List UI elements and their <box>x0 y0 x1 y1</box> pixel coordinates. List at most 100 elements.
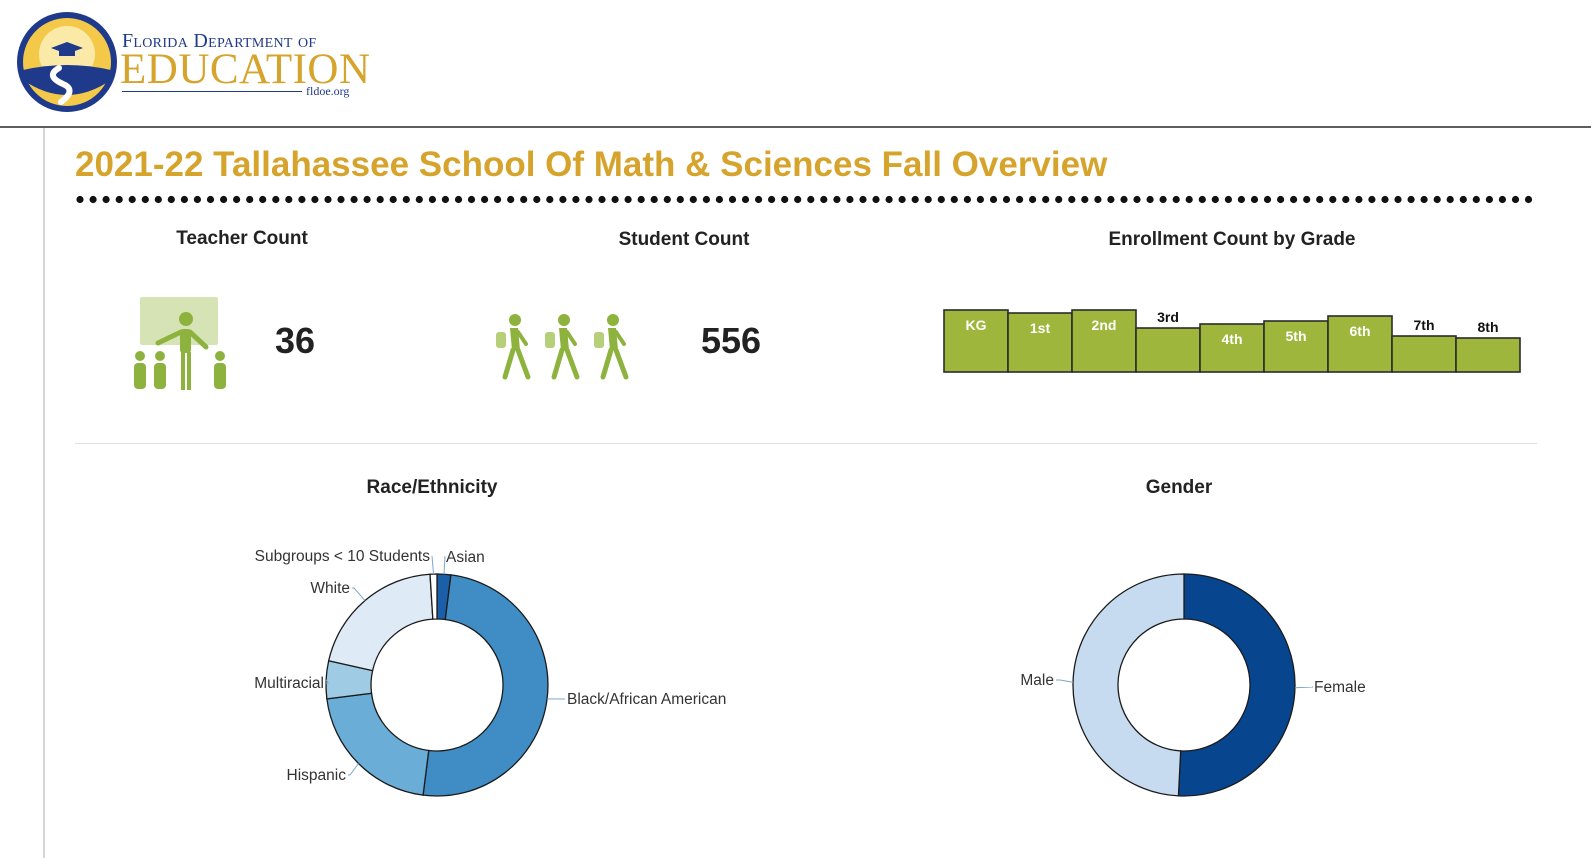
divider-dot <box>102 195 110 204</box>
divider-dot <box>272 195 280 204</box>
bar-8th[interactable] <box>1455 337 1521 373</box>
dotted-divider <box>76 195 1533 204</box>
divider-dot <box>598 195 606 204</box>
bar-3rd[interactable] <box>1135 327 1201 373</box>
divider-dot <box>259 195 267 204</box>
divider-dot <box>167 195 175 204</box>
divider-dot <box>572 195 580 204</box>
bar-label-8th: 8th <box>1478 319 1499 335</box>
divider-dot <box>807 195 815 204</box>
divider-dot <box>206 195 215 204</box>
logo-url[interactable]: fldoe.org <box>306 84 350 98</box>
divider-dot <box>1394 195 1402 204</box>
divider-dot <box>1146 195 1154 204</box>
divider-dot <box>650 195 658 204</box>
teacher-icon <box>134 297 226 390</box>
divider-dot <box>246 195 254 204</box>
divider-dot <box>180 195 188 204</box>
bar-4th[interactable] <box>1199 323 1265 373</box>
divider-dot <box>546 195 554 204</box>
divider-dot <box>507 195 515 204</box>
divider-dot <box>1433 195 1441 204</box>
enrollment-bar-chart: KG 1st 2nd 3rd 4th 5th 6th 7th 8th <box>943 309 1521 373</box>
divider-dot <box>715 195 724 204</box>
student-count-value: 556 <box>701 320 762 361</box>
divider-dot <box>1316 195 1324 204</box>
divider-dot <box>768 195 776 204</box>
divider-dot <box>781 195 789 204</box>
divider-dot <box>1472 195 1480 204</box>
student-count-title: Student Count <box>618 229 750 250</box>
divider-dot <box>285 195 293 204</box>
divider-dot <box>415 195 423 204</box>
divider-dot <box>1055 195 1063 204</box>
divider-dot <box>233 195 241 204</box>
gender-slice-1[interactable] <box>1072 573 1185 797</box>
divider-dot <box>1355 195 1363 204</box>
divider-dot <box>585 195 593 204</box>
divider-dot <box>428 195 436 204</box>
divider-dot <box>963 195 972 204</box>
teacher-count-title: Teacher Count <box>176 228 308 249</box>
divider-dot <box>911 195 919 204</box>
divider-dot <box>1485 195 1493 204</box>
divider-dot <box>402 195 410 204</box>
divider-dot <box>1081 195 1089 204</box>
race-leader-5 <box>431 555 435 575</box>
divider-dot <box>1511 195 1520 204</box>
divider-dot <box>1290 195 1298 204</box>
divider-dot <box>1016 195 1024 204</box>
divider-dot <box>298 195 306 204</box>
race-slice-1[interactable] <box>422 574 549 797</box>
divider-dot <box>794 195 802 204</box>
divider-dot <box>872 195 880 204</box>
bar-label-KG: KG <box>966 317 987 333</box>
divider-dot <box>520 195 528 204</box>
divider-dot <box>1029 195 1037 204</box>
divider-dot <box>454 195 463 204</box>
students-walking-icon <box>496 314 629 380</box>
race-label-3: Multiracial <box>254 675 324 692</box>
bar-7th[interactable] <box>1391 335 1457 373</box>
divider-dot <box>533 195 541 204</box>
divider-dot <box>350 195 358 204</box>
divider-dot <box>193 195 201 204</box>
race-label-0: Asian <box>446 549 485 566</box>
divider-dot <box>494 195 502 204</box>
divider-dot <box>141 195 149 204</box>
divider-dot <box>1172 195 1180 204</box>
divider-dot <box>1420 195 1428 204</box>
gender-slice-0[interactable] <box>1177 573 1296 797</box>
divider-dot <box>376 195 384 204</box>
divider-dot <box>1042 195 1050 204</box>
divider-dot <box>1185 195 1193 204</box>
race-slice-5[interactable] <box>429 573 438 620</box>
fldoe-logo[interactable] <box>15 10 119 114</box>
divider-dot <box>1002 195 1011 204</box>
divider-dot <box>846 195 854 204</box>
divider-dot <box>1237 195 1245 204</box>
divider-dot <box>702 195 711 204</box>
divider-dot <box>1263 195 1272 204</box>
divider-dot <box>467 195 476 204</box>
divider-dot <box>128 195 136 204</box>
gender-donut-chart: Female Male <box>1020 573 1366 797</box>
gender-leader-1 <box>1056 679 1074 683</box>
enrollment-title: Enrollment Count by Grade <box>1108 229 1356 250</box>
divider-dot <box>481 195 489 204</box>
divider-dot <box>859 195 867 204</box>
bar-6th[interactable] <box>1327 315 1393 373</box>
divider-dot <box>1498 195 1506 204</box>
divider-dot <box>76 195 84 204</box>
race-leader-3 <box>325 679 329 684</box>
divider-dot <box>976 195 985 204</box>
bar-5th[interactable] <box>1263 320 1329 373</box>
divider-dot <box>1329 195 1337 204</box>
divider-dot <box>1224 195 1232 204</box>
race-leader-4 <box>352 587 366 601</box>
divider-dot <box>898 195 906 204</box>
divider-dot <box>154 195 162 204</box>
race-label-2: Hispanic <box>287 767 347 784</box>
divider-dot <box>1211 195 1219 204</box>
site-header: Florida Department of EDUCATION fldoe.or… <box>0 0 1591 128</box>
